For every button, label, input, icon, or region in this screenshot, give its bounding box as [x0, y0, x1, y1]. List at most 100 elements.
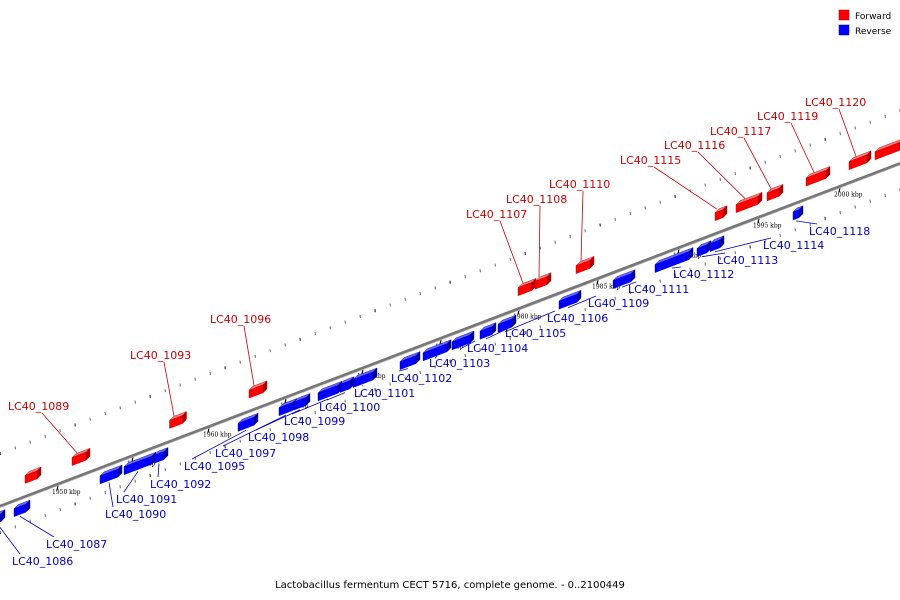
reverse-gene-block[interactable] — [99, 464, 123, 485]
reverse-gene-label[interactable]: LC40_1113 — [717, 254, 778, 267]
reverse-gene-leader-line — [504, 310, 556, 333]
reverse-gene-label[interactable]: LC40_1098 — [248, 431, 309, 444]
reverse-gene-leader-line — [123, 471, 139, 493]
forward-gene-leader-line — [41, 412, 78, 454]
forward-gene-block[interactable] — [735, 191, 763, 214]
reverse-gene-block[interactable] — [451, 330, 475, 351]
reverse-gene-block[interactable] — [339, 376, 355, 393]
reverse-gene-label[interactable]: LC40_1086 — [12, 555, 73, 568]
kbp-tick-label: 2000 kbp — [834, 191, 863, 198]
forward-gene-block[interactable] — [169, 411, 187, 429]
forward-gene-leader-line — [697, 151, 746, 199]
reverse-gene-leader-line — [291, 398, 329, 415]
reverse-gene-leader-line — [567, 295, 597, 309]
reverse-gene-label[interactable]: LC40_1091 — [116, 493, 177, 506]
reverse-gene-label[interactable]: LC40_1103 — [429, 357, 490, 370]
forward-gene-leader-line — [580, 190, 584, 262]
forward-gene-label[interactable]: LC40_1089 — [8, 400, 69, 413]
kbp-tick-label: 1950 kbp — [52, 489, 81, 496]
forward-gene-block[interactable] — [575, 255, 595, 274]
reverse-gene-block[interactable] — [293, 392, 311, 411]
reverse-gene-label[interactable]: LC40_1100 — [319, 401, 380, 414]
backbone-line — [0, 162, 900, 508]
forward-gene-block[interactable] — [848, 150, 872, 170]
reverse-gene-block[interactable] — [153, 447, 169, 464]
reverse-gene-label[interactable]: LC40_1095 — [184, 460, 245, 473]
forward-gene-label[interactable]: LC40_1110 — [549, 178, 610, 191]
reverse-gene-block[interactable] — [696, 240, 712, 257]
forward-gene-block[interactable] — [874, 139, 900, 161]
forward-gene-block[interactable] — [24, 466, 42, 484]
reverse-gene-label[interactable]: LC40_1111 — [628, 283, 689, 296]
reverse-gene-leader-line — [621, 281, 637, 288]
reverse-gene-leader-line — [108, 482, 114, 508]
reverse-gene-label[interactable]: LC40_1099 — [284, 415, 345, 428]
forward-gene-block[interactable] — [805, 165, 831, 187]
reverse-gene-label[interactable]: LC40_1087 — [46, 538, 107, 551]
forward-gene-block[interactable] — [766, 183, 784, 202]
reverse-gene-label[interactable]: LC40_1090 — [105, 508, 166, 521]
forward-gene-label[interactable]: LC40_1115 — [620, 154, 681, 167]
reverse-gene-label[interactable]: LC40_1104 — [467, 342, 528, 355]
forward-gene-block[interactable] — [534, 272, 552, 290]
reverse-gene-leader-line — [398, 368, 409, 372]
kbp-tick-label: 1995 kbp — [753, 222, 782, 229]
reverse-gene-leader-line — [671, 266, 682, 269]
reverse-gene-block[interactable] — [479, 322, 497, 340]
reverse-gene-block[interactable] — [0, 509, 6, 524]
legend-forward-label: Forward — [855, 12, 891, 22]
reverse-gene-label[interactable]: LC40_1114 — [763, 239, 824, 252]
reverse-gene-block[interactable] — [497, 314, 517, 333]
reverse-gene-label[interactable]: LC40_1112 — [673, 268, 734, 281]
forward-gene-block[interactable] — [71, 447, 91, 466]
forward-gene-leader-line — [790, 122, 815, 173]
reverse-gene-block[interactable] — [352, 367, 378, 388]
reverse-gene-block[interactable] — [558, 289, 582, 310]
reverse-gene-label[interactable]: LC40_1118 — [809, 225, 870, 238]
reverse-gene-leader-line — [157, 463, 160, 478]
forward-gene-label[interactable]: LC40_1107 — [466, 208, 527, 221]
reverse-gene-leader-line — [485, 325, 514, 340]
reverse-gene-label[interactable]: LC40_1106 — [547, 312, 608, 325]
reverse-gene-leader-line — [795, 220, 818, 225]
forward-gene-leader-line — [499, 220, 524, 284]
forward-gene-label[interactable]: LC40_1117 — [710, 125, 771, 138]
forward-gene-block[interactable] — [517, 277, 537, 297]
forward-gene-block[interactable] — [248, 380, 268, 399]
kbp-tick-label: 1980 kbp — [513, 314, 542, 321]
legend-forward-swatch — [838, 9, 850, 21]
reverse-gene-leader-line — [714, 237, 772, 253]
reverse-gene-label[interactable]: LC40_1105 — [505, 327, 566, 340]
reverse-gene-block[interactable] — [123, 451, 157, 476]
forward-gene-label[interactable]: LC40_1108 — [506, 193, 567, 206]
forward-gene-leader-line — [743, 137, 772, 189]
kbp-tick-label: 1960 kbp — [203, 432, 232, 439]
reverse-gene-block[interactable] — [237, 412, 259, 432]
reverse-gene-block[interactable] — [792, 205, 804, 221]
reverse-gene-block[interactable] — [422, 339, 452, 362]
reverse-gene-label[interactable]: LC40_1102 — [391, 372, 452, 385]
forward-gene-label[interactable]: LC40_1120 — [805, 96, 866, 109]
forward-gene-label[interactable]: LC40_1119 — [757, 110, 818, 123]
genome-caption: Lactobacillus fermentum CECT 5716, compl… — [275, 580, 625, 591]
reverse-gene-leader-line — [255, 409, 301, 431]
reverse-gene-block[interactable] — [612, 269, 636, 289]
reverse-gene-label[interactable]: LC40_1101 — [354, 387, 415, 400]
reverse-gene-block[interactable] — [654, 247, 694, 273]
reverse-gene-label[interactable]: LC40_1109 — [588, 297, 649, 310]
reverse-gene-block[interactable] — [13, 499, 31, 517]
reverse-gene-leader-line — [326, 392, 346, 401]
forward-gene-label[interactable]: LC40_1116 — [664, 139, 725, 152]
legend-reverse-swatch — [838, 24, 850, 36]
forward-gene-block[interactable] — [714, 205, 728, 222]
reverse-gene-block[interactable] — [399, 351, 421, 370]
forward-gene-label[interactable]: LC40_1093 — [130, 349, 191, 362]
reverse-gene-label[interactable]: LC40_1092 — [150, 478, 211, 491]
reverse-gene-leader-line — [0, 526, 21, 555]
forward-gene-leader-line — [653, 166, 718, 210]
reverse-gene-leader-line — [434, 355, 438, 359]
reverse-gene-label[interactable]: LC40_1097 — [215, 447, 276, 460]
forward-gene-label[interactable]: LC40_1096 — [210, 313, 271, 326]
forward-gene-leader-line — [838, 108, 857, 157]
reverse-gene-block[interactable] — [709, 235, 725, 252]
